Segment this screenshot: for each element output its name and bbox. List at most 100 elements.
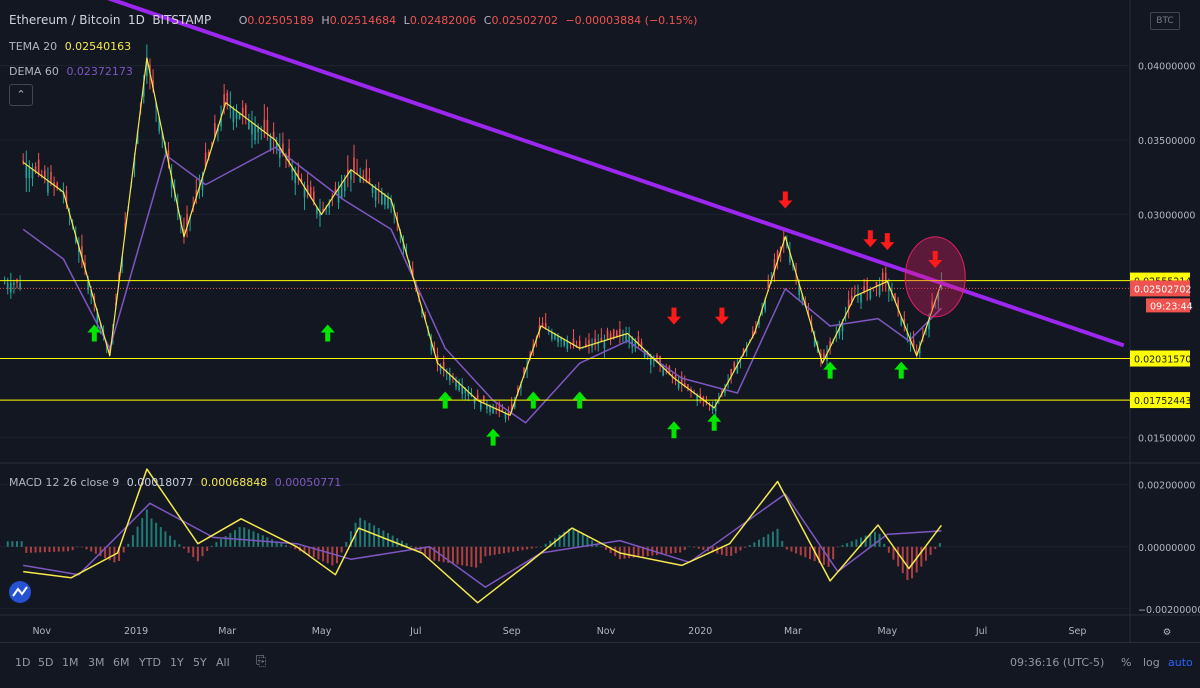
macd-hist-bar [563,531,566,547]
macd-hist-bar [169,535,172,547]
macd-hist-bar [465,546,468,567]
macd-hist-bar [187,546,190,553]
time-axis-label: Jul [975,626,987,637]
percent-toggle[interactable]: % [1121,656,1132,669]
range-5y[interactable]: 5Y [193,656,207,669]
candle-body [449,374,451,381]
candle-body [563,339,566,346]
macd-hist-bar [57,546,60,552]
macd-hist-bar [846,543,849,547]
chevron-up-icon[interactable]: ⌃ [9,84,33,106]
dema-legend[interactable]: DEMA 60 0.02372173 [9,65,137,78]
macd-hist-bar [252,531,255,547]
symbol-title[interactable]: Ethereum / Bitcoin [9,13,121,27]
macd-hist-bar [739,546,742,551]
candle-body [313,191,315,202]
tema-legend[interactable]: TEMA 20 0.02540163 [9,40,135,53]
candle-body [158,117,161,132]
macd-hist-bar [586,537,589,547]
macd-hist-bar [442,546,445,563]
candle-body [489,406,491,412]
candle-body [659,356,661,365]
tradingview-logo-icon [9,581,31,603]
candle-body [492,407,494,414]
candle-body [619,329,621,336]
candle-body [909,340,912,345]
macd-hist-bar [920,546,923,567]
candle-body [878,284,881,296]
range-5d[interactable]: 5D [38,656,54,669]
candle-body [578,340,581,349]
macd-hist-bar [6,541,9,547]
candle-body [149,64,151,73]
range-3m[interactable]: 3M [88,656,105,669]
range-1m[interactable]: 1M [62,656,79,669]
macd-hist-bar [860,537,863,547]
range-1y[interactable]: 1Y [170,656,184,669]
macd-hist-bar [892,546,895,560]
candle-body [479,401,482,410]
macd-hist-bar [507,546,510,553]
range-6m[interactable]: 6M [113,656,130,669]
currency-badge[interactable]: BTC [1150,12,1180,30]
candle-body [19,282,21,289]
candle-body [235,110,238,120]
candle-body [343,179,346,192]
candle-body [513,401,516,407]
signal-value: 0.00068848 [200,476,268,489]
candle-body [544,322,547,329]
macd-hist-bar [785,546,788,550]
macd-hist-bar [688,546,691,547]
macd-hist-bar [182,546,185,549]
gear-icon[interactable]: ⚙ [1163,627,1172,638]
macd-hist-bar [85,546,88,550]
candle-body [467,391,470,397]
macd-hist-bar [609,546,612,553]
time-axis-label: Mar [784,626,802,637]
candle-body [309,186,312,198]
range-all[interactable]: All [216,656,230,669]
range-ytd[interactable]: YTD [139,656,161,669]
macd-hist-bar [308,546,311,556]
macd-hist-bar [850,541,853,547]
macd-hist-bar [716,546,719,554]
candle-body [798,284,800,296]
candle-body [6,282,9,289]
macd-hist-bar [530,546,533,549]
auto-toggle[interactable]: auto [1168,656,1193,669]
macd-hist-bar [48,546,51,552]
macd-hist-bar [414,546,417,549]
up-arrow-icon [87,324,102,342]
candle-body [674,374,677,380]
macd-hist-bar [243,527,246,547]
macd-hist-bar [400,540,403,547]
candle-body [918,346,921,354]
candle-body [903,318,906,325]
last-price-label: 0.02502702 09:23:44 [1130,280,1193,313]
macd-hist-bar [804,546,807,558]
macd-hist-bar [799,546,802,556]
candle-body [93,296,96,302]
candle-body [374,188,377,201]
candle-body [572,338,575,345]
candle-body [288,148,290,163]
candle-body [597,342,600,345]
macd-hist-bar [591,540,594,547]
range-1d[interactable]: 1D [15,656,31,669]
chart-canvas[interactable]: 0.025552140.020315700.017524430.02502702… [0,0,1200,642]
log-toggle[interactable]: log [1143,656,1160,669]
candle-body [241,107,244,116]
candle-body [826,353,828,361]
candle-body [529,352,532,358]
macd-legend[interactable]: MACD 12 26 close 9 0.00018077 0.00068848… [9,476,345,489]
macd-hist-bar [275,541,278,547]
macd-hist-bar [665,546,668,555]
clock-time[interactable]: 09:36:16 (UTC-5) [1010,656,1105,669]
macd-hist-bar [702,546,705,550]
goto-date-icon[interactable]: ⎘ [256,654,267,669]
dema-value: 0.02372173 [66,65,133,78]
candle-body [838,328,841,336]
macd-hist-bar [382,530,385,547]
candle-body [501,409,504,412]
candle-body [402,243,405,250]
